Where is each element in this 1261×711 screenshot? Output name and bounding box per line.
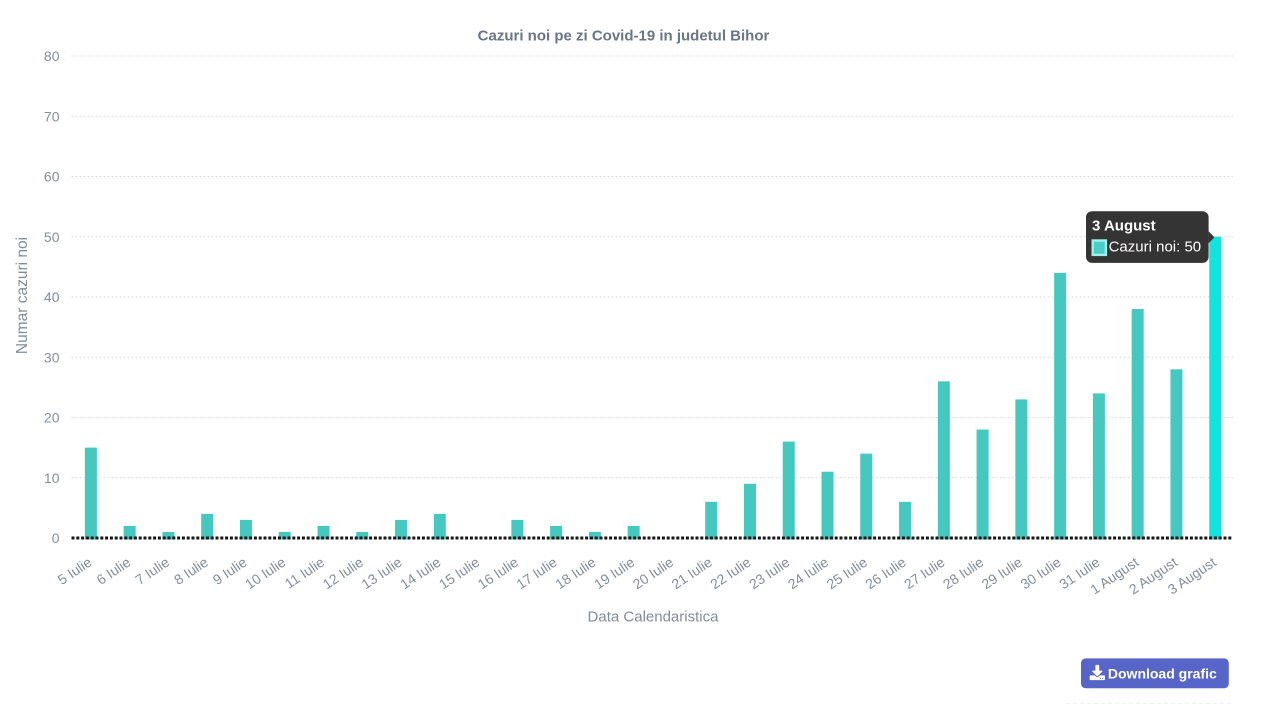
svg-text:50: 50	[44, 229, 60, 245]
svg-text:Data Calendaristica: Data Calendaristica	[588, 608, 720, 625]
svg-text:0: 0	[52, 530, 60, 546]
svg-text:60: 60	[44, 169, 60, 185]
svg-text:70: 70	[44, 108, 60, 124]
svg-text:10: 10	[44, 470, 60, 486]
svg-text:30: 30	[44, 349, 60, 365]
svg-text:Cazuri noi pe zi Covid-19 in j: Cazuri noi pe zi Covid-19 in judetul Bih…	[478, 28, 770, 45]
svg-text:40: 40	[44, 289, 60, 305]
svg-text:80: 80	[44, 48, 60, 64]
svg-text:Cazuri noi: 50: Cazuri noi: 50	[1109, 239, 1202, 256]
svg-text:3 August: 3 August	[1092, 217, 1156, 234]
svg-text:Numar cazuri noi: Numar cazuri noi	[14, 237, 31, 354]
svg-text:Download grafic: Download grafic	[1108, 666, 1217, 682]
svg-text:20: 20	[44, 410, 60, 426]
